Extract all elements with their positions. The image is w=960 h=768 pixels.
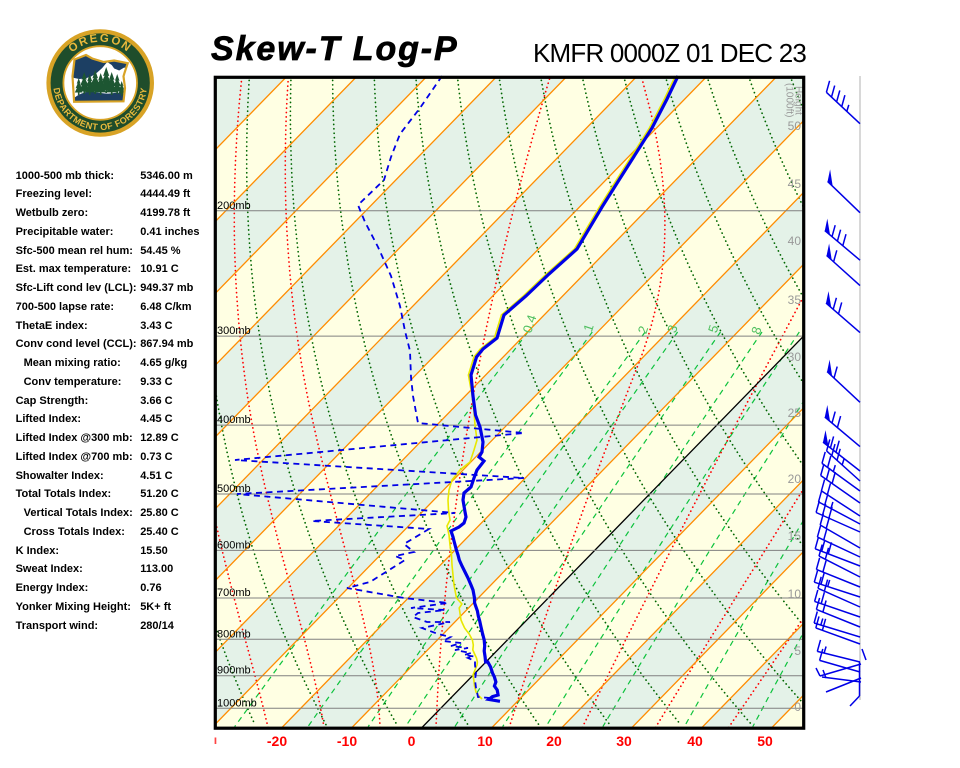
svg-text:10: 10 bbox=[477, 733, 493, 749]
svg-text:0.4: 0.4 bbox=[520, 313, 540, 335]
svg-text:35: 35 bbox=[788, 293, 802, 307]
svg-text:700mb: 700mb bbox=[217, 587, 251, 599]
svg-text:8: 8 bbox=[748, 325, 765, 337]
svg-text:400mb: 400mb bbox=[217, 414, 251, 426]
svg-text:900mb: 900mb bbox=[217, 665, 251, 677]
svg-text:10: 10 bbox=[788, 587, 802, 601]
svg-text:Height: Height bbox=[793, 86, 804, 115]
svg-text:20: 20 bbox=[788, 472, 802, 486]
svg-text:50: 50 bbox=[788, 119, 802, 133]
svg-text:300mb: 300mb bbox=[217, 325, 251, 337]
svg-text:2: 2 bbox=[635, 324, 652, 336]
svg-text:40: 40 bbox=[687, 733, 703, 749]
svg-text:0: 0 bbox=[408, 733, 416, 749]
svg-text:50: 50 bbox=[757, 733, 773, 749]
svg-text:1000mb: 1000mb bbox=[217, 697, 257, 709]
svg-text:200mb: 200mb bbox=[217, 200, 251, 212]
svg-text:30: 30 bbox=[788, 350, 802, 364]
svg-text:30: 30 bbox=[616, 733, 632, 749]
svg-text:25: 25 bbox=[788, 406, 802, 420]
svg-text:0: 0 bbox=[794, 700, 801, 714]
svg-text:-20: -20 bbox=[267, 733, 287, 749]
svg-text:5: 5 bbox=[794, 644, 801, 658]
svg-text:45: 45 bbox=[788, 177, 802, 191]
svg-text:(1000ft): (1000ft) bbox=[784, 83, 795, 117]
svg-text:5: 5 bbox=[705, 323, 722, 335]
svg-text:40: 40 bbox=[788, 234, 802, 248]
svg-text:1: 1 bbox=[580, 322, 597, 334]
svg-text:800mb: 800mb bbox=[217, 628, 251, 640]
svg-text:-10: -10 bbox=[337, 733, 357, 749]
svg-text:600mb: 600mb bbox=[217, 539, 251, 551]
svg-text:500mb: 500mb bbox=[217, 483, 251, 495]
svg-text:3: 3 bbox=[664, 323, 681, 335]
svg-text:20: 20 bbox=[546, 733, 562, 749]
svg-text:15: 15 bbox=[788, 529, 802, 543]
